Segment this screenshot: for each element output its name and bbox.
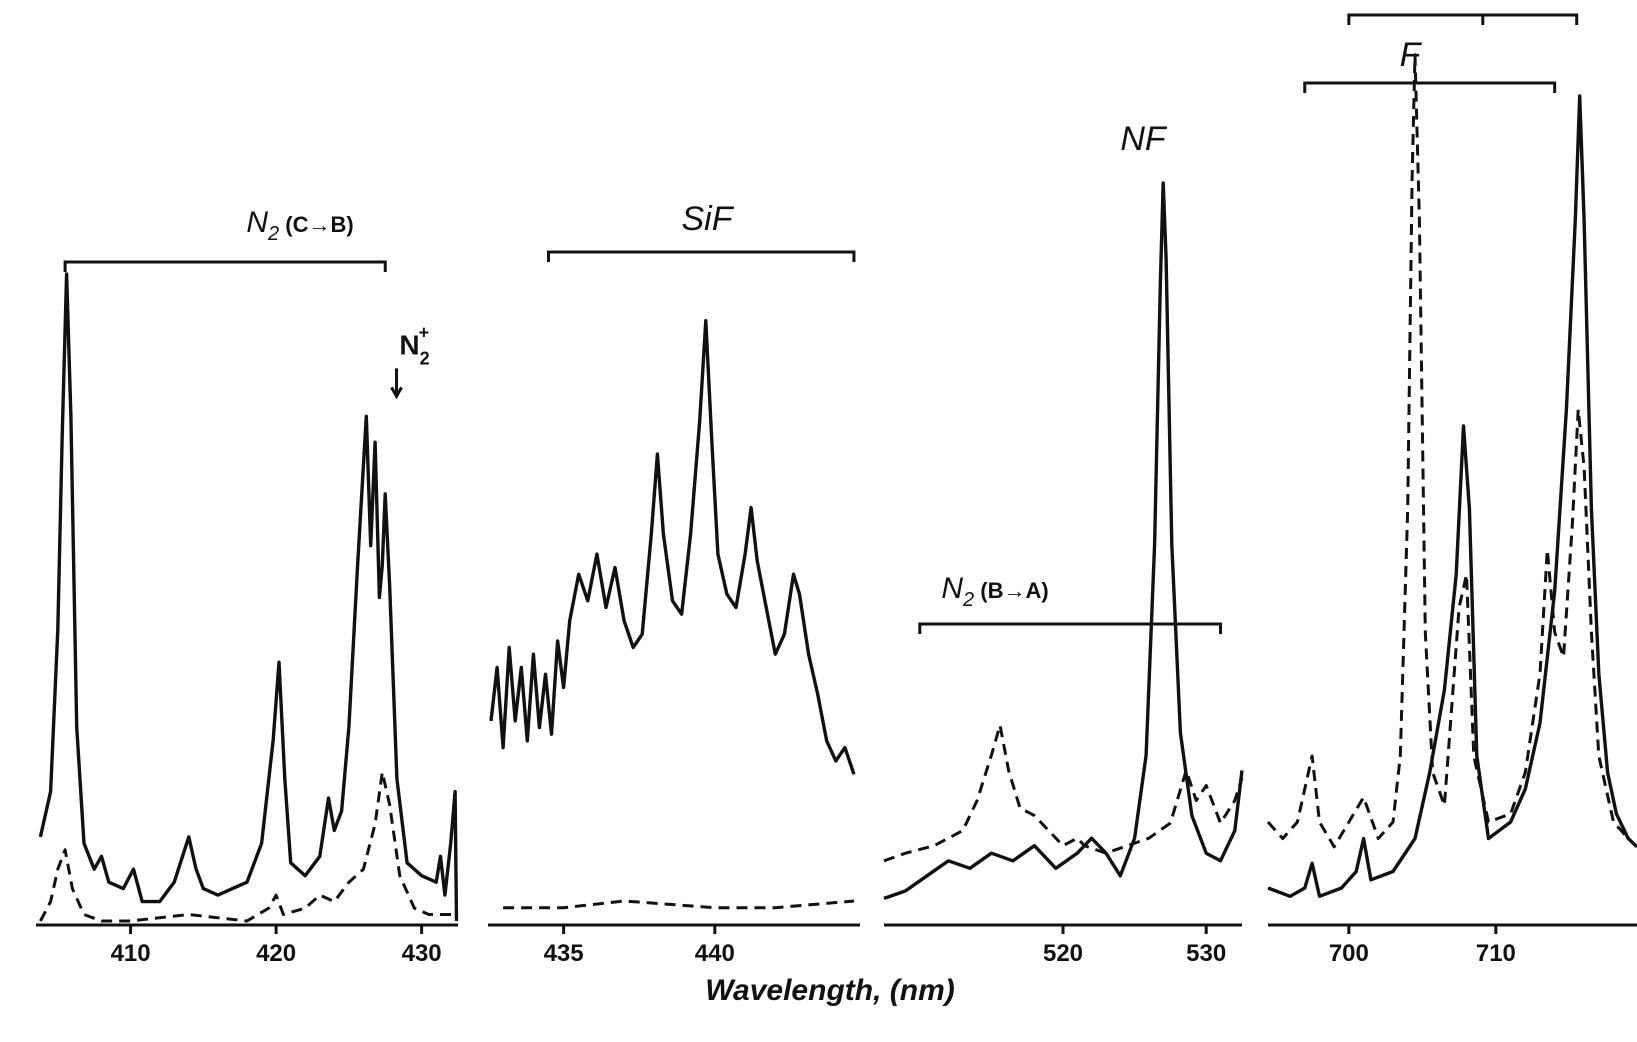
- band-bracket: [918, 622, 1223, 634]
- band-label: F: [1400, 36, 1423, 74]
- x-tick-label: 520: [1043, 940, 1083, 967]
- x-tick-label: 420: [256, 940, 296, 967]
- ion-label: N2+: [399, 322, 429, 368]
- band-bracket: [1303, 81, 1557, 93]
- x-axis-title: Wavelength, (nm): [705, 974, 954, 1007]
- solid-spectrum-line: [1267, 94, 1637, 898]
- band-bracket: [546, 250, 856, 262]
- x-tick-label: 435: [544, 940, 584, 967]
- x-tick-label: 700: [1329, 940, 1369, 967]
- band-bracket: [1347, 13, 1579, 25]
- x-tick-label: 530: [1186, 940, 1226, 967]
- x-tick-label: 710: [1476, 940, 1516, 967]
- spectrum-panel-2: 435 440 SiF: [488, 200, 860, 967]
- solid-spectrum-line: [883, 181, 1244, 901]
- spectrum-panel-1: 410 420 430 N2 (C→B) N2+: [36, 206, 459, 967]
- band-label: NF: [1120, 120, 1168, 158]
- solid-spectrum-line: [489, 319, 856, 775]
- spectrum-panel-4: 700 710 F: [1266, 13, 1637, 967]
- x-tick-label: 440: [695, 940, 735, 967]
- solid-spectrum-line: [38, 272, 459, 922]
- dashed-spectrum-line: [883, 723, 1244, 863]
- ion-arrow: [390, 368, 403, 400]
- spectrum-panels: 410 420 430 N2 (C→B) N2+ 435 440 SiF 520 530 N2 (B…: [36, 13, 1637, 967]
- band-label: N2 (C→B): [246, 206, 353, 245]
- x-tick-label: 410: [111, 940, 151, 967]
- band-label: SiF: [682, 200, 735, 238]
- dashed-spectrum-line: [39, 770, 457, 923]
- spectrum-panel-3: 520 530 N2 (B→A) NF: [883, 120, 1244, 967]
- band-label: N2 (B→A): [941, 572, 1048, 611]
- dashed-spectrum-line: [503, 899, 855, 910]
- band-bracket: [63, 260, 387, 272]
- x-tick-label: 430: [402, 940, 442, 967]
- dashed-spectrum-line: [1266, 53, 1637, 849]
